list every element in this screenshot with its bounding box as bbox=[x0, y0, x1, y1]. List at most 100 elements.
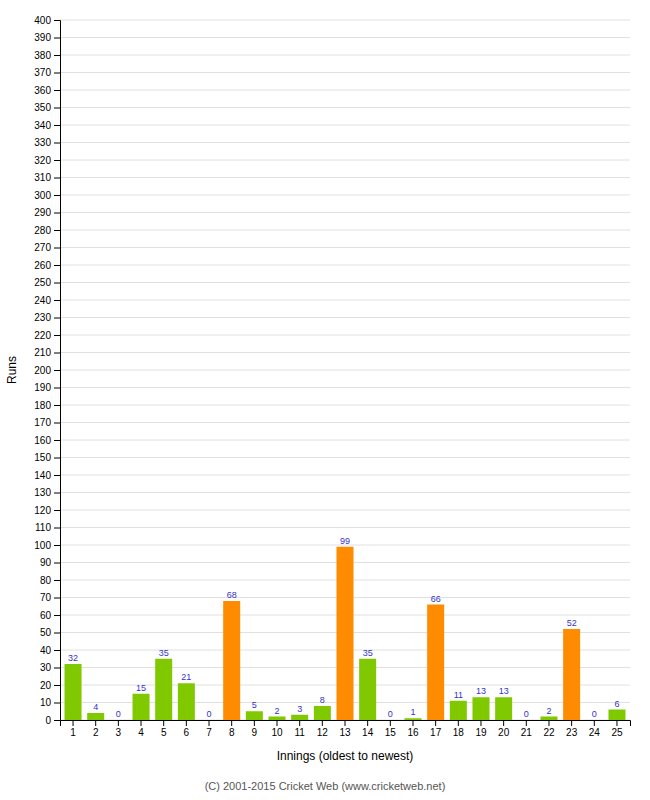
tick-label: 60 bbox=[40, 610, 52, 621]
bar bbox=[495, 697, 512, 720]
tick-mark bbox=[118, 720, 119, 726]
y-tick: 10 bbox=[40, 697, 60, 708]
tick-mark bbox=[54, 650, 60, 651]
data-label: 0 bbox=[388, 709, 393, 719]
y-tick: 320 bbox=[34, 155, 60, 166]
tick-mark bbox=[526, 720, 527, 726]
data-label: 0 bbox=[116, 709, 121, 719]
tick-label: 20 bbox=[498, 727, 510, 738]
x-tick: 8 bbox=[229, 720, 235, 738]
x-tick: 25 bbox=[611, 720, 623, 738]
tick-mark bbox=[54, 493, 60, 494]
tick-label: 19 bbox=[475, 727, 487, 738]
x-tick: 16 bbox=[407, 720, 419, 738]
y-tick: 350 bbox=[34, 102, 60, 113]
tick-label: 340 bbox=[34, 120, 51, 131]
y-tick: 20 bbox=[40, 680, 60, 691]
tick-mark bbox=[54, 300, 60, 301]
tick-mark bbox=[163, 720, 164, 726]
tick-label: 190 bbox=[34, 382, 51, 393]
tick-label: 140 bbox=[34, 470, 51, 481]
data-label: 2 bbox=[546, 706, 551, 716]
tick-label: 350 bbox=[34, 102, 51, 113]
tick-mark bbox=[54, 55, 60, 56]
tick-mark bbox=[390, 720, 391, 726]
tick-mark bbox=[299, 720, 300, 726]
chart: 3240153521068523899350166111313025206123… bbox=[0, 0, 650, 800]
bar bbox=[291, 715, 308, 720]
y-tick: 220 bbox=[34, 330, 60, 341]
grid-line bbox=[60, 125, 630, 126]
y-tick: 160 bbox=[34, 435, 60, 446]
tick-label: 120 bbox=[34, 505, 51, 516]
x-tick: 20 bbox=[498, 720, 510, 738]
tick-label: 380 bbox=[34, 50, 51, 61]
tick-mark bbox=[594, 720, 595, 726]
grid-line bbox=[60, 265, 630, 266]
tick-label: 400 bbox=[34, 15, 51, 26]
y-tick: 190 bbox=[34, 382, 60, 393]
y-tick: 340 bbox=[34, 120, 60, 131]
data-label: 99 bbox=[340, 536, 350, 546]
tick-mark bbox=[458, 720, 459, 726]
data-label: 0 bbox=[524, 709, 529, 719]
tick-mark bbox=[54, 213, 60, 214]
y-tick: 120 bbox=[34, 505, 60, 516]
tick-mark bbox=[54, 615, 60, 616]
tick-label: 250 bbox=[34, 277, 51, 288]
grid-line bbox=[60, 440, 630, 441]
data-labels: 3240153521068523899350166111313025206 bbox=[68, 536, 619, 719]
tick-label: 260 bbox=[34, 260, 51, 271]
y-tick: 330 bbox=[34, 137, 60, 148]
y-tick: 40 bbox=[40, 645, 60, 656]
grid-line bbox=[60, 475, 630, 476]
tick-label: 18 bbox=[453, 727, 465, 738]
tick-label: 14 bbox=[362, 727, 374, 738]
tick-mark bbox=[503, 720, 504, 726]
tick-label: 110 bbox=[35, 522, 51, 533]
x-tick: 17 bbox=[430, 720, 442, 738]
data-label: 35 bbox=[159, 648, 169, 658]
tick-label: 90 bbox=[40, 557, 52, 568]
y-tick: 310 bbox=[34, 172, 60, 183]
grid-line bbox=[60, 527, 630, 528]
bar bbox=[404, 718, 421, 720]
tick-mark bbox=[54, 475, 60, 476]
tick-mark bbox=[54, 720, 60, 721]
bar bbox=[608, 710, 625, 721]
data-label: 1 bbox=[410, 707, 415, 717]
tick-label: 160 bbox=[34, 435, 51, 446]
y-tick: 390 bbox=[34, 32, 60, 43]
tick-mark bbox=[95, 720, 96, 726]
data-label: 35 bbox=[363, 648, 373, 658]
tick-mark bbox=[54, 563, 60, 564]
x-tick: 12 bbox=[317, 720, 329, 738]
tick-mark bbox=[54, 598, 60, 599]
x-tick: 21 bbox=[521, 720, 533, 738]
data-label: 11 bbox=[454, 690, 463, 700]
tick-label: 0 bbox=[45, 715, 51, 726]
x-tick: 9 bbox=[252, 720, 258, 738]
data-label: 15 bbox=[136, 683, 146, 693]
tick-mark bbox=[54, 38, 60, 39]
grid-line bbox=[60, 335, 630, 336]
bar bbox=[586, 720, 603, 721]
x-tick: 24 bbox=[589, 720, 601, 738]
grid-line bbox=[60, 457, 630, 458]
data-label: 21 bbox=[181, 672, 191, 682]
tick-mark bbox=[54, 668, 60, 669]
tick-mark bbox=[54, 510, 60, 511]
tick-label: 25 bbox=[611, 727, 623, 738]
bar bbox=[337, 547, 354, 720]
tick-label: 3 bbox=[116, 727, 122, 738]
tick-label: 200 bbox=[34, 365, 51, 376]
footer: (C) 2001-2015 Cricket Web (www.cricketwe… bbox=[205, 780, 446, 792]
tick-mark bbox=[54, 248, 60, 249]
y-tick: 370 bbox=[34, 67, 60, 78]
tick-label: 8 bbox=[229, 727, 235, 738]
x-tick: 3 bbox=[116, 720, 122, 738]
x-tick: 18 bbox=[453, 720, 465, 738]
grid-line bbox=[60, 247, 630, 248]
y-tick: 70 bbox=[40, 592, 60, 603]
grid-line bbox=[60, 90, 630, 91]
